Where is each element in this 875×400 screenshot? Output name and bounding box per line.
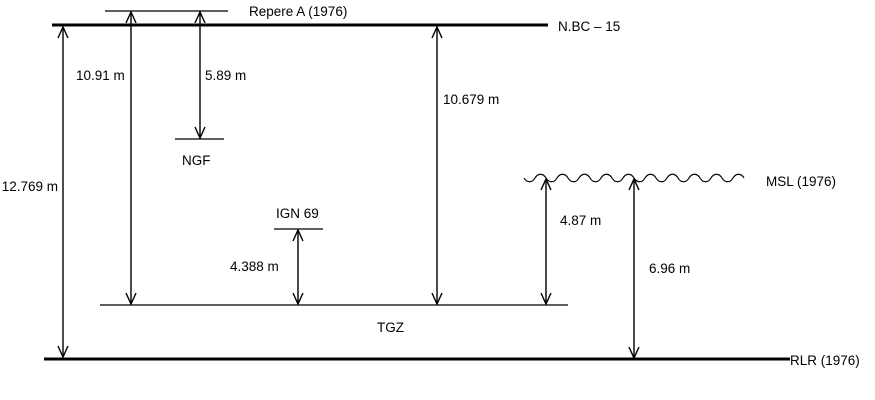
label-ign69: IGN 69 [276,206,319,221]
label-4-388: 4.388 m [230,259,279,274]
label-repere-a: Repere A (1976) [249,4,347,19]
label-rlr: RLR (1976) [790,353,860,368]
label-msl: MSL (1976) [766,174,836,189]
label-12-769: 12.769 m [2,179,58,194]
label-nbc15: N.BC – 15 [558,19,620,34]
label-10-91: 10.91 m [76,68,125,83]
label-6-96: 6.96 m [649,261,690,276]
label-5-89: 5.89 m [205,68,246,83]
label-ngf: NGF [182,153,211,168]
label-tgz: TGZ [377,320,404,335]
label-4-87: 4.87 m [560,213,601,228]
label-10-679: 10.679 m [443,92,499,107]
